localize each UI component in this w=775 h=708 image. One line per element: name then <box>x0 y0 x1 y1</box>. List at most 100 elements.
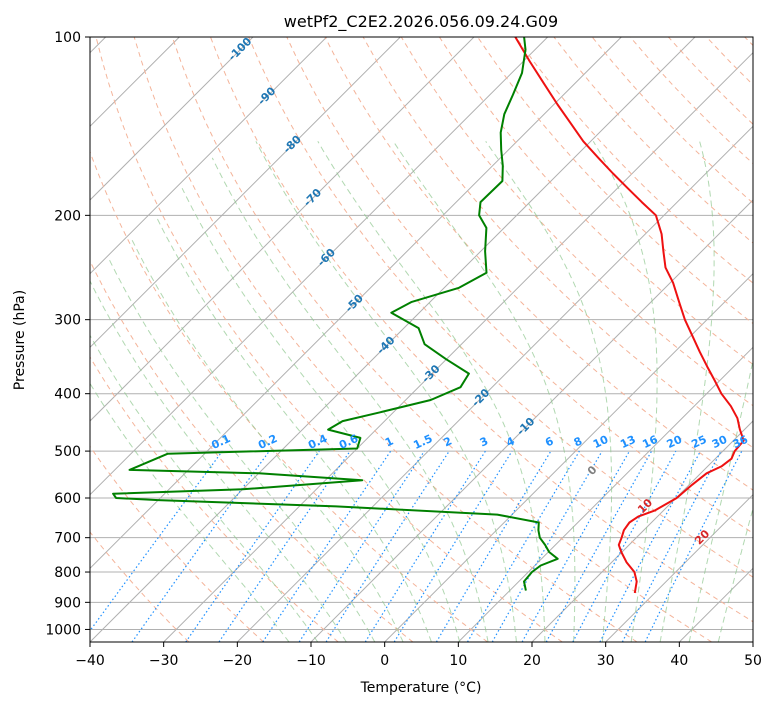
mixing-ratio-line <box>218 450 351 642</box>
dry-adiabat-line <box>286 37 753 534</box>
dry-adiabat-line <box>477 37 753 325</box>
y-tick-label: 100 <box>54 30 81 46</box>
dry-adiabat-line <box>515 37 753 284</box>
moist-adiabat-line <box>659 141 715 642</box>
moist-adiabat-label: 20 <box>692 527 712 547</box>
temperature-profile-line <box>514 37 745 594</box>
dry-adiabat-line <box>744 37 753 47</box>
dry-adiabat-line <box>438 37 753 366</box>
dry-adiabat-line <box>90 531 190 642</box>
isotherm-line <box>90 37 475 422</box>
mixing-ratio-line <box>572 450 677 642</box>
isotherm-label: -20 <box>469 386 492 409</box>
moist-adiabat-label: 0 <box>585 463 600 478</box>
moist-adiabat-line <box>181 187 461 642</box>
x-tick-label: −30 <box>149 653 179 669</box>
x-tick-label: 10 <box>449 653 467 669</box>
isotherm-line <box>384 272 753 642</box>
moist-adiabat-line <box>131 239 404 642</box>
plot-frame <box>89 36 754 643</box>
mixing-ratio-label: 0.1 <box>209 432 232 452</box>
dewpoint-profile-line <box>112 37 559 591</box>
moist-adiabat-line <box>485 141 613 642</box>
isotherm-line <box>90 37 622 570</box>
dry-adiabat-line <box>90 150 488 642</box>
mixing-ratio-label: 36 <box>731 433 751 451</box>
y-tick-label: 600 <box>54 491 81 507</box>
dry-adiabat-line <box>591 37 753 204</box>
x-tick-label: −10 <box>296 653 326 669</box>
x-tick-label: 50 <box>744 653 762 669</box>
x-tick-label: 20 <box>523 653 541 669</box>
isotherm-line <box>90 37 696 642</box>
dry-adiabat-line <box>95 37 563 642</box>
mixing-ratio-line <box>435 450 552 642</box>
y-axis-label: Pressure (hPa) <box>12 290 28 390</box>
mixing-ratio-label: 3 <box>478 434 490 449</box>
moist-adiabat-line <box>107 256 376 642</box>
x-axis-ticks: −40 −30 −20 −10 0 10 20 30 40 50 <box>75 642 762 669</box>
background-lines <box>90 37 753 642</box>
dry-adiabat-line <box>210 37 753 623</box>
dry-adiabat-line <box>90 259 414 642</box>
mixing-ratio-label: 6 <box>543 434 556 449</box>
chart-title: wetPf2_C2E2.2026.056.09.24.G09 <box>284 12 558 32</box>
moist-adiabat-line <box>155 215 432 642</box>
isotherm-label: -60 <box>315 246 338 269</box>
moist-adiabat-line <box>317 141 546 642</box>
mixing-ratio-line <box>393 450 513 642</box>
moist-adiabat-line <box>90 382 290 642</box>
dry-adiabat-line <box>400 37 753 407</box>
mixing-ratio-line <box>90 450 223 632</box>
x-tick-label: 0 <box>380 653 389 669</box>
mixing-ratio-line <box>644 450 743 642</box>
moist-adiabat-line <box>255 141 517 642</box>
isotherm-line <box>90 37 401 349</box>
moist-adiabat-line <box>90 334 319 642</box>
dry-adiabat-line <box>668 37 753 125</box>
mixing-ratio-label: 30 <box>710 433 730 451</box>
isotherm-line <box>310 199 753 642</box>
dry-adiabat-line <box>171 37 712 642</box>
isotherm-line <box>163 51 753 642</box>
mixing-ratio-label: 25 <box>689 433 708 451</box>
mixing-ratio-line <box>599 450 702 642</box>
isotherm-label: -100 <box>226 35 255 64</box>
x-tick-label: 30 <box>597 653 615 669</box>
mixing-ratio-label: 10 <box>591 433 611 451</box>
moist-adiabat-line <box>211 157 489 642</box>
mixing-ratio-line <box>185 450 320 642</box>
dry-adiabat-line <box>90 356 339 642</box>
mixing-ratio-label: 13 <box>618 433 637 451</box>
moist-adiabat-line <box>592 141 658 642</box>
mixing-ratio-line <box>521 450 631 642</box>
isotherm-line <box>90 37 549 496</box>
mixing-ratio-label: 1 <box>383 434 395 449</box>
mixing-ratio-line <box>131 450 270 642</box>
y-tick-label: 200 <box>54 208 81 224</box>
mixing-ratio-line <box>545 450 653 642</box>
isotherm-label: -90 <box>255 84 278 107</box>
isotherm-line <box>531 420 753 642</box>
y-tick-label: 1000 <box>45 622 81 638</box>
isotherm-line <box>236 125 753 642</box>
moist-adiabat-label: 30 <box>751 557 771 577</box>
x-tick-label: −40 <box>75 653 105 669</box>
x-tick-label: −20 <box>223 653 253 669</box>
isotherm-line <box>752 641 753 642</box>
isotherm-line <box>90 37 328 275</box>
mixing-ratio-label: 20 <box>665 433 685 451</box>
isotherm-line <box>605 493 753 642</box>
x-axis-label: Temperature (°C) <box>360 680 482 696</box>
y-tick-label: 800 <box>54 565 81 581</box>
y-axis-ticks: 100 200 300 400 500 600 700 800 900 1000 <box>45 30 90 638</box>
y-tick-label: 500 <box>54 444 81 460</box>
moist-adiabat-line <box>392 141 576 642</box>
isotherm-label: -70 <box>301 186 324 209</box>
isotherm-line <box>90 37 254 201</box>
dry-adiabat-line <box>706 37 753 86</box>
mixing-ratio-label: 16 <box>640 433 660 451</box>
isotherm-line <box>457 346 753 642</box>
moist-adiabat-line <box>90 279 347 642</box>
